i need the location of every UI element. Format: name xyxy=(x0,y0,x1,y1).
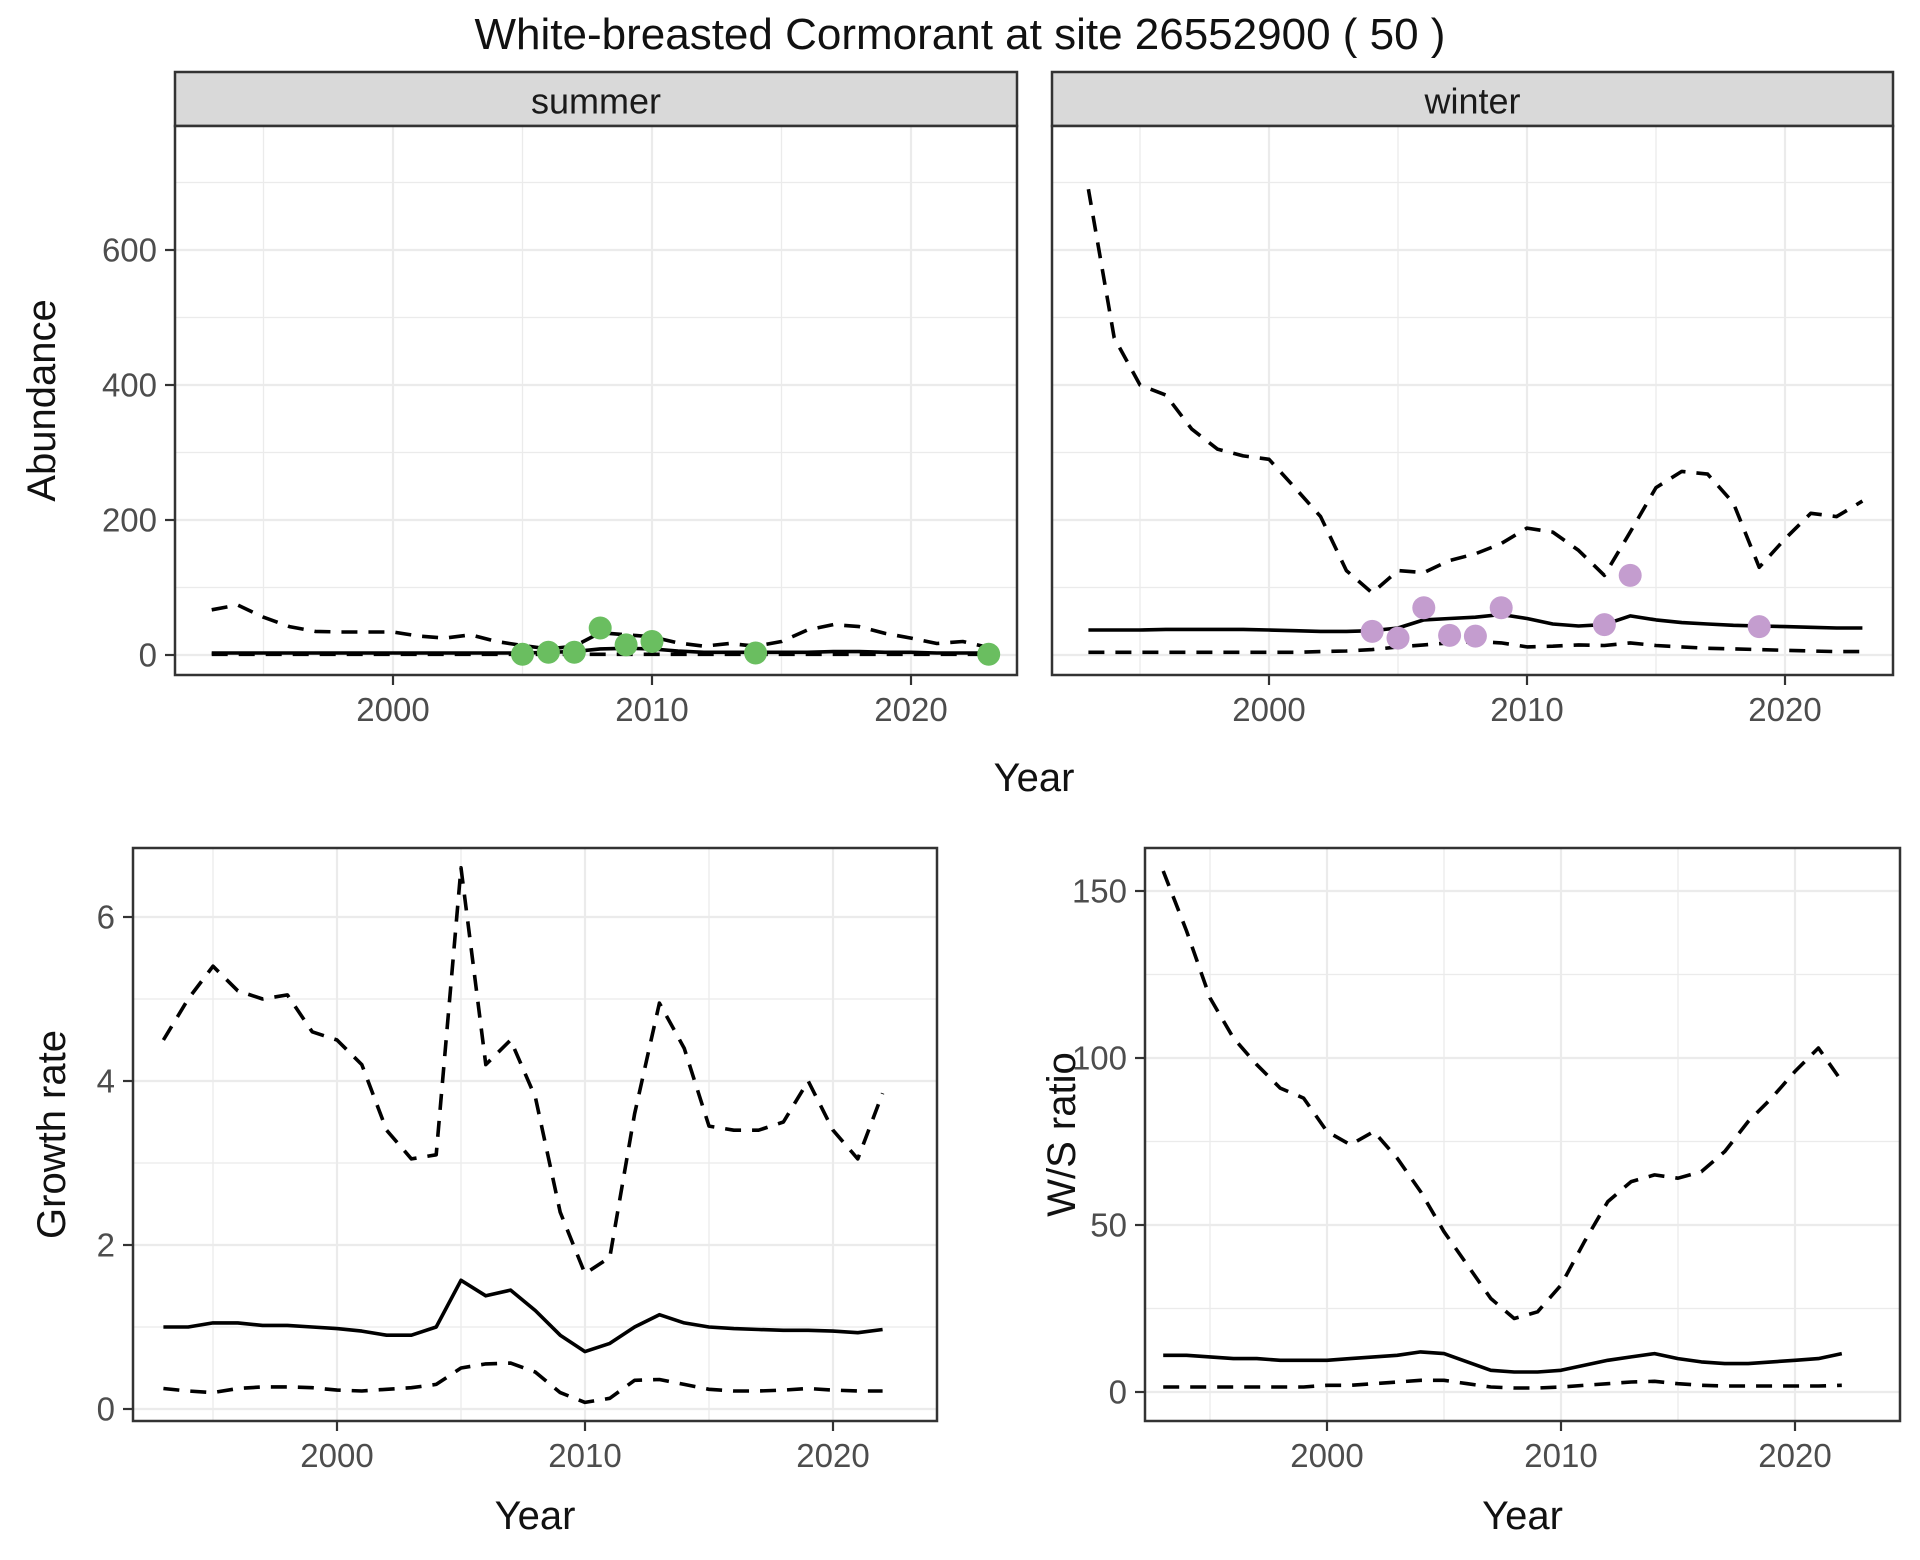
x-axis-winter: 2000 2010 2020 xyxy=(1232,675,1822,728)
x-axis-summer: 2000 2010 2020 xyxy=(356,675,948,728)
observation-point xyxy=(744,641,768,665)
upper-ci-line xyxy=(161,866,885,1276)
x-axis-ws-ratio: 2000 2010 2020 xyxy=(1290,1421,1832,1474)
y-tick-label: 4 xyxy=(97,1063,115,1100)
upper-ci-line xyxy=(211,603,990,651)
gridlines xyxy=(175,126,1017,675)
median-line xyxy=(163,1278,883,1354)
observation-point xyxy=(1463,624,1487,648)
x-axis-title-year-top: Year xyxy=(994,756,1075,800)
observation-point xyxy=(536,640,560,664)
y-tick-label: 50 xyxy=(1090,1207,1127,1244)
observation-point xyxy=(1592,613,1616,637)
facet-strip-winter: winter xyxy=(1050,70,1895,128)
facet-strip-box xyxy=(173,70,1019,128)
panel-background xyxy=(133,848,937,1421)
plot-title: White-breasted Cormorant at site 2655290… xyxy=(474,10,1446,59)
series-layer xyxy=(1161,870,1844,1390)
panel-background xyxy=(1052,126,1893,675)
gridlines xyxy=(1145,848,1900,1421)
y-tick-label: 200 xyxy=(102,502,157,539)
y-tick-label: 0 xyxy=(97,1391,115,1428)
observation-point xyxy=(562,640,586,664)
x-tick-label: 2020 xyxy=(874,691,947,728)
median-line xyxy=(1088,612,1863,634)
median-line xyxy=(211,646,989,655)
panel-border xyxy=(173,124,1019,677)
observation-point xyxy=(588,616,612,640)
lower-ci-line xyxy=(1163,1378,1842,1390)
observation-point xyxy=(1747,615,1771,639)
observation-point xyxy=(511,642,534,666)
panel-summer xyxy=(173,124,1019,677)
gridlines xyxy=(1052,126,1893,675)
panel-border xyxy=(131,846,939,1423)
y-tick-label: 0 xyxy=(1109,1374,1127,1411)
series-layer xyxy=(1086,188,1864,655)
series-layer xyxy=(161,866,885,1405)
y-axis-title-abundance: Abundance xyxy=(20,299,64,501)
y-axis-title-ws-ratio: W/S ratio xyxy=(1040,1052,1084,1216)
y-tick-label: 2 xyxy=(97,1227,115,1264)
y-axis-ws-ratio: 0 50 100 150 xyxy=(1072,873,1145,1411)
y-tick-label: 100 xyxy=(1072,1040,1127,1077)
median-line xyxy=(1163,1350,1843,1374)
lower-ci-line xyxy=(163,1361,883,1405)
y-tick-label: 0 xyxy=(139,637,157,674)
x-tick-label: 2020 xyxy=(1748,691,1821,728)
x-axis-title-year-growth: Year xyxy=(495,1494,576,1538)
facet-strip-box xyxy=(1050,70,1895,128)
observation-point xyxy=(1360,619,1384,643)
x-tick-label: 2000 xyxy=(356,691,429,728)
observation-point xyxy=(1618,563,1642,587)
x-tick-label: 2000 xyxy=(1232,691,1305,728)
observation-point xyxy=(1489,596,1513,620)
observation-points xyxy=(1360,563,1771,650)
panel-border xyxy=(1143,846,1902,1423)
observation-point xyxy=(614,633,638,657)
facet-strip-label: winter xyxy=(1423,81,1520,122)
observation-point xyxy=(1438,623,1462,647)
upper-ci-line xyxy=(1161,870,1844,1321)
x-axis-growth-rate: 2000 2010 2020 xyxy=(300,1421,870,1474)
x-tick-label: 2020 xyxy=(1758,1437,1831,1474)
x-tick-label: 2010 xyxy=(1524,1437,1597,1474)
y-tick-label: 600 xyxy=(102,232,157,269)
series-layer xyxy=(211,603,1001,666)
observation-point xyxy=(1386,626,1410,650)
upper-ci-line xyxy=(1086,188,1864,595)
observation-points xyxy=(511,616,1001,666)
y-tick-label: 400 xyxy=(102,367,157,404)
observation-point xyxy=(977,642,1001,666)
panel-winter xyxy=(1050,124,1895,677)
facet-strip-summer: summer xyxy=(173,70,1019,128)
panel-growth-rate xyxy=(131,846,939,1423)
x-tick-label: 2010 xyxy=(548,1437,621,1474)
x-tick-label: 2000 xyxy=(1290,1437,1363,1474)
y-tick-label: 150 xyxy=(1072,873,1127,910)
y-axis-summer: 0 200 400 600 xyxy=(102,232,175,674)
x-tick-label: 2000 xyxy=(300,1437,373,1474)
panel-background xyxy=(175,126,1017,675)
panel-border xyxy=(1050,124,1895,677)
facet-strip-label: summer xyxy=(531,81,661,122)
y-axis-title-growth-rate: Growth rate xyxy=(30,1030,74,1239)
panel-background xyxy=(1145,848,1900,1421)
observation-point xyxy=(1412,596,1436,620)
panel-ws-ratio xyxy=(1143,846,1902,1423)
y-tick-label: 6 xyxy=(97,899,115,936)
y-axis-growth-rate: 0 2 4 6 xyxy=(97,899,133,1428)
observation-point xyxy=(640,630,664,653)
x-tick-label: 2010 xyxy=(1490,691,1563,728)
x-tick-label: 2020 xyxy=(796,1437,869,1474)
x-tick-label: 2010 xyxy=(615,691,688,728)
x-axis-title-year-ws: Year xyxy=(1482,1494,1563,1538)
